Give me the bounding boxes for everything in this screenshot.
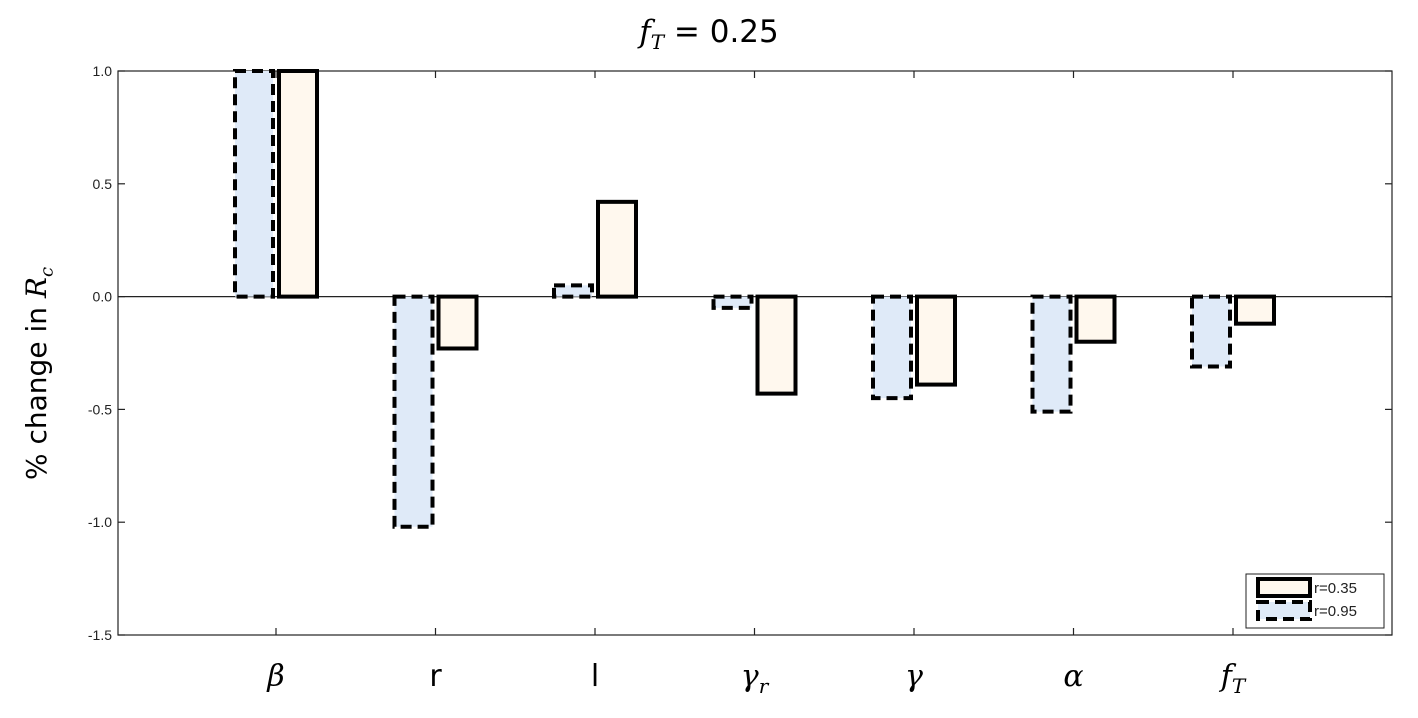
x-category-label: γr	[741, 659, 770, 698]
x-category-label: fT	[1219, 659, 1247, 698]
y-tick-label: -0.5	[88, 401, 112, 417]
y-axis-label-text: % change in	[20, 298, 53, 480]
x-category-label: l	[591, 659, 599, 694]
legend-label: r=0.95	[1314, 603, 1357, 620]
bar-r-0_95	[552, 283, 594, 299]
bar-r-0_35	[436, 294, 479, 351]
title-subscript: T	[650, 30, 665, 55]
bar-r-0_95	[392, 294, 435, 529]
x-category-subscript: r	[759, 674, 770, 698]
x-category-label: r	[429, 659, 442, 694]
bar-r-0_95	[233, 69, 275, 299]
bar-r-0_35	[1074, 294, 1117, 344]
legend-label: r=0.35	[1314, 580, 1357, 597]
bar-r-0_95	[1190, 294, 1232, 369]
x-category-subscript: T	[1232, 674, 1247, 698]
bar-r-0_35	[1234, 294, 1276, 326]
bar-r-0_35	[277, 69, 319, 299]
y-tick-label: 0.0	[93, 289, 113, 305]
title-value: = 0.25	[664, 14, 779, 50]
y-axis-label-subscript: c	[36, 266, 58, 278]
x-category-label: α	[1063, 659, 1083, 694]
legend-swatch	[1256, 600, 1312, 621]
chart-title: fT = 0.25	[0, 14, 1418, 54]
bar-r-0_95	[711, 294, 754, 310]
bar-r-0_35	[596, 199, 638, 299]
y-axis-label-symbol: R	[20, 277, 53, 299]
y-tick-label: 0.5	[93, 176, 113, 192]
legend-swatch	[1256, 577, 1312, 598]
bar-r-0_35	[755, 294, 798, 396]
bar-r-0_95	[1030, 294, 1073, 414]
y-tick-label: 1.0	[93, 63, 113, 79]
y-tick-label: -1.0	[88, 514, 112, 530]
x-category-label: γ	[905, 659, 923, 694]
bar-r-0_95	[871, 294, 913, 401]
y-tick-label: -1.5	[88, 627, 112, 643]
title-symbol: f	[639, 14, 651, 50]
x-category-label: β	[266, 659, 284, 694]
bar-r-0_35	[915, 294, 957, 387]
